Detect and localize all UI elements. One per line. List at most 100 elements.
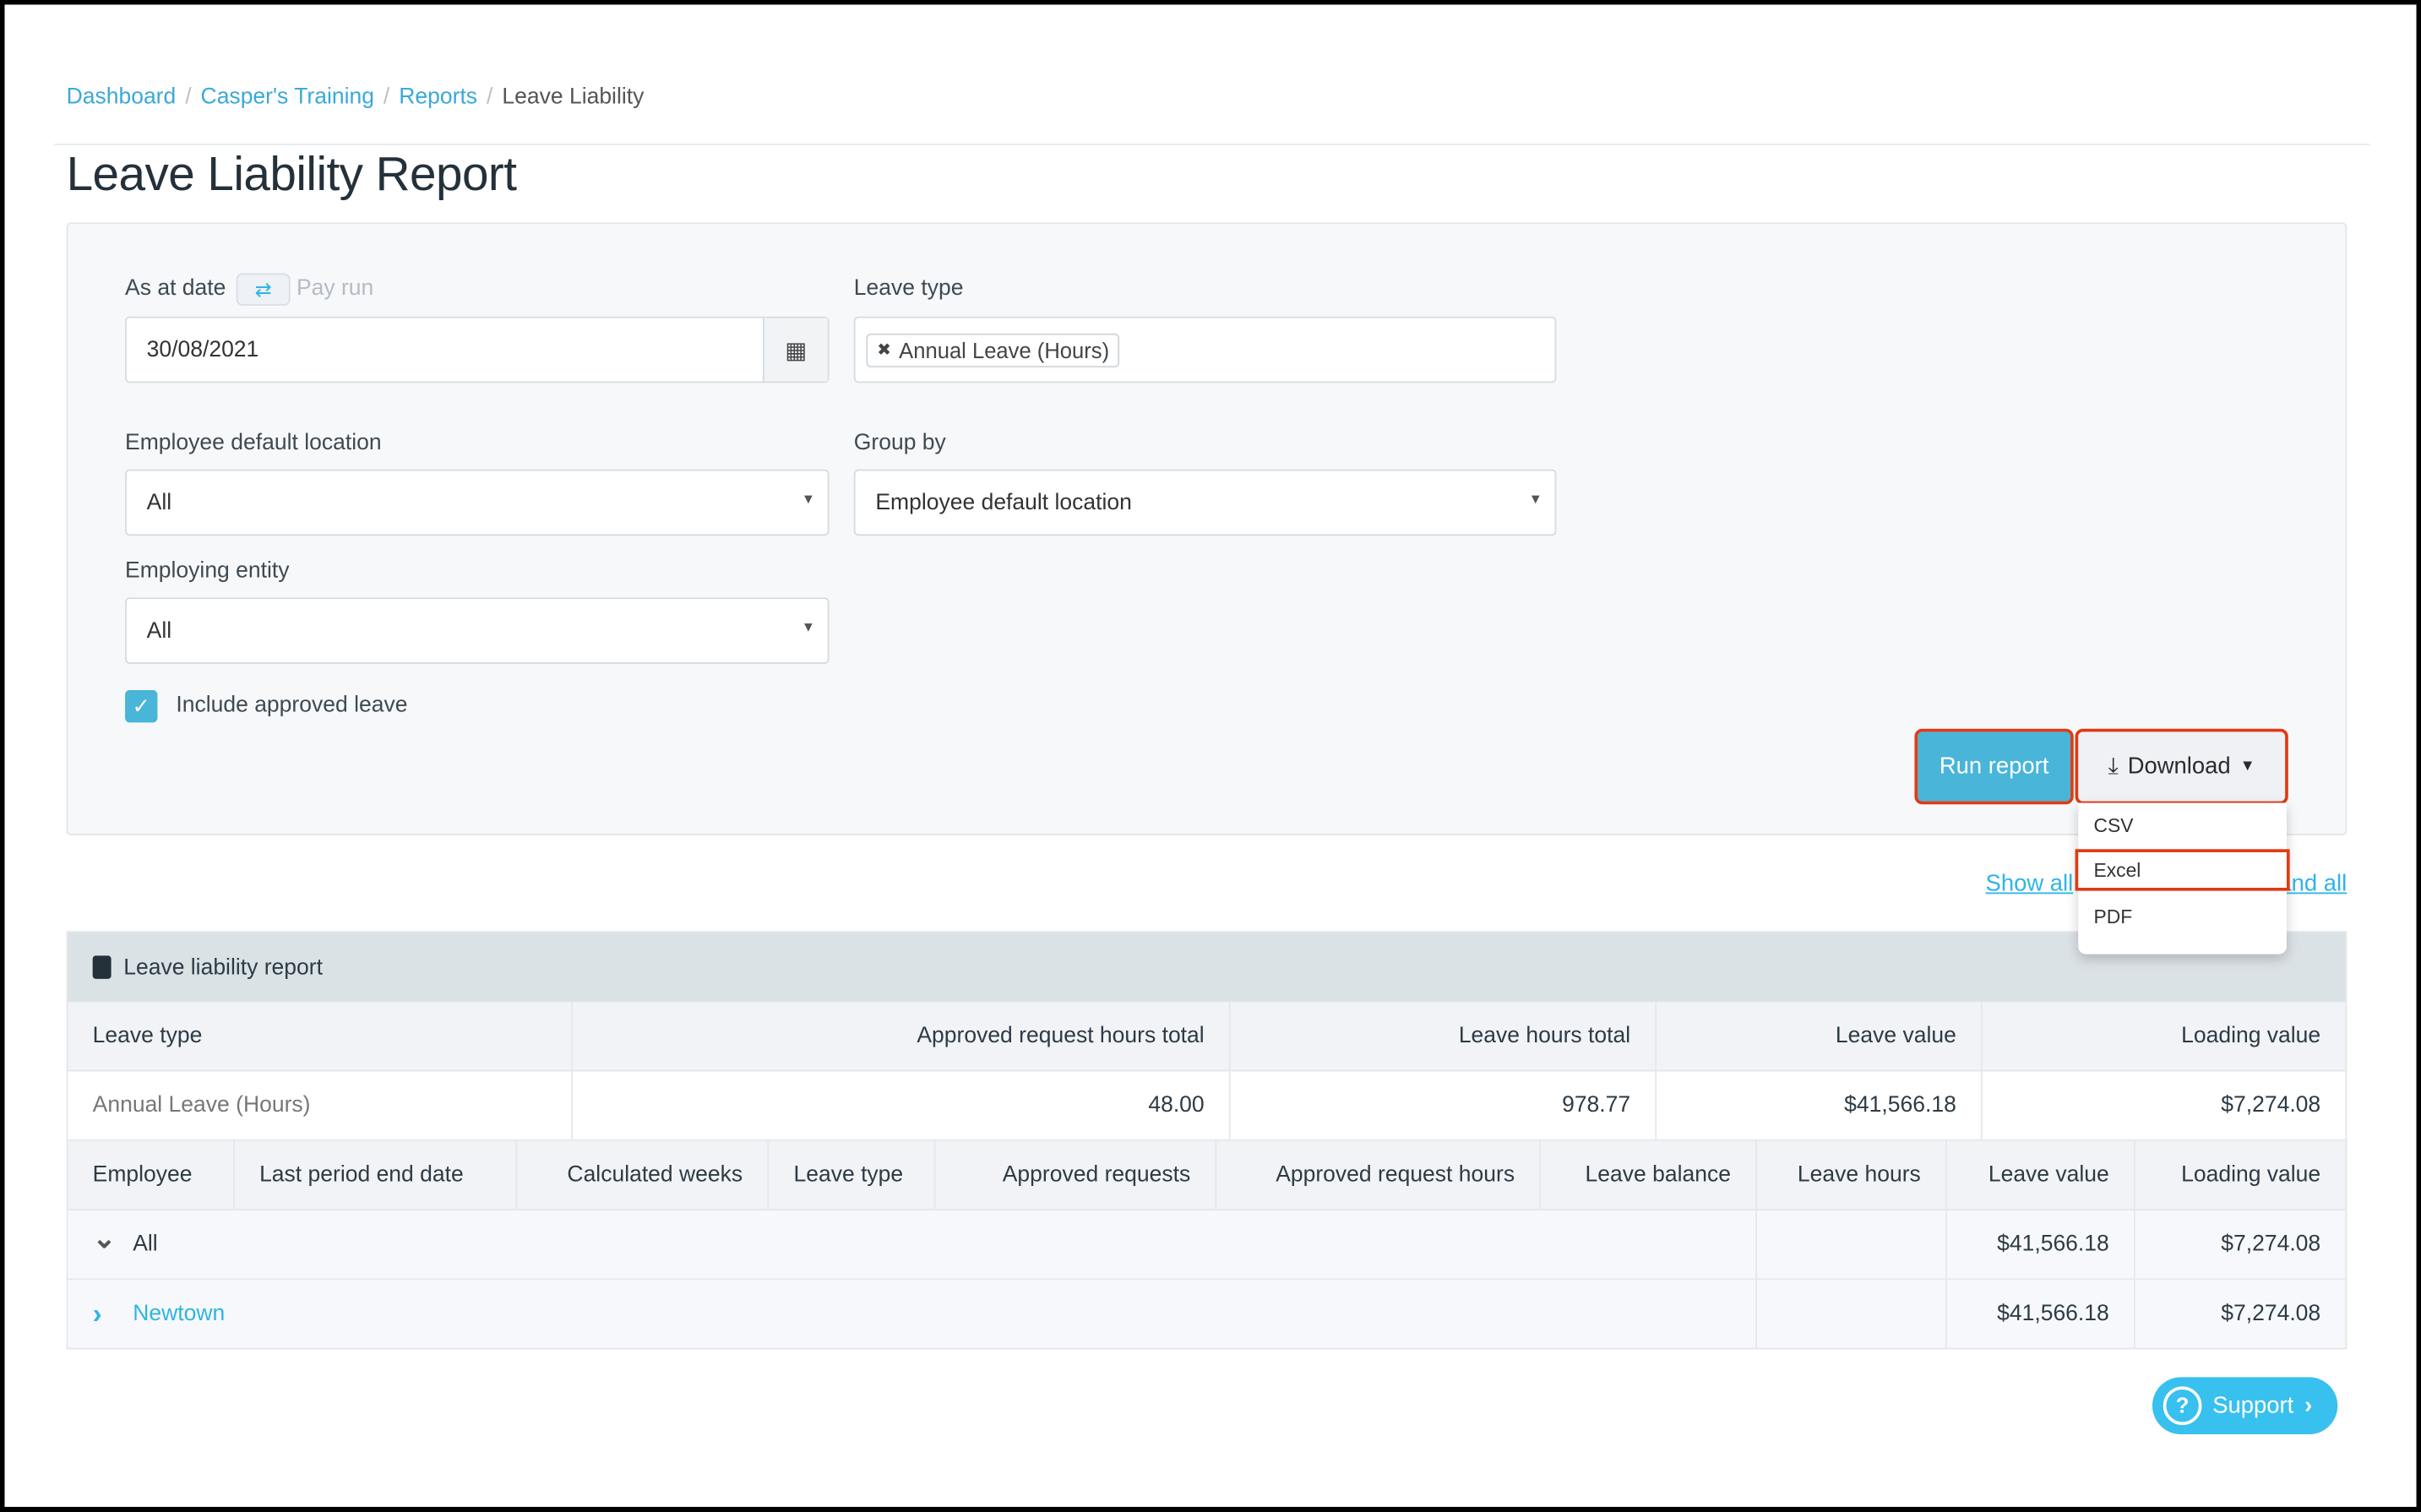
- cell-text: Leave balance: [1585, 1162, 1731, 1188]
- cell-text: Leave value: [1835, 1023, 1956, 1049]
- calendar-icon[interactable]: ▦: [762, 318, 828, 382]
- summary-cell: 978.77: [1230, 1071, 1657, 1141]
- run-report-button[interactable]: Run report: [1914, 728, 2074, 805]
- summary-header-cell: Loading value: [1982, 1002, 2348, 1072]
- summary-header-cell: Leave hours total: [1230, 1002, 1657, 1072]
- menu-item-csv[interactable]: CSV: [2093, 815, 2134, 837]
- cell-text: $41,566.18: [1997, 1232, 2109, 1257]
- cell-text: Leave hours: [1797, 1162, 1921, 1188]
- pay-run-toggle[interactable]: Pay run: [296, 276, 374, 302]
- cell-text: $41,566.18: [1844, 1093, 1956, 1118]
- detail-header-cell: Loading value: [2135, 1140, 2348, 1210]
- summary-header-cell: Approved request hours total: [573, 1002, 1231, 1072]
- breadcrumb-dashboard[interactable]: Dashboard: [66, 84, 177, 110]
- summary-cell: 48.00: [573, 1071, 1231, 1141]
- cell-text: $7,274.08: [2221, 1232, 2321, 1257]
- swap-icon[interactable]: ⇄: [236, 273, 291, 306]
- separator: /: [383, 84, 390, 110]
- cell-text: $41,566.18: [1997, 1301, 2109, 1327]
- summary-cell: Annual Leave (Hours): [68, 1071, 574, 1141]
- cell-text: 978.77: [1562, 1093, 1631, 1118]
- detail-header-cell: Leave balance: [1541, 1140, 1758, 1210]
- detail-header-cell: Calculated weeks: [517, 1140, 770, 1210]
- cell-text: Leave type: [793, 1162, 904, 1188]
- leave-value-cell: $41,566.18: [1946, 1280, 2135, 1350]
- group-row-all[interactable]: ⌄ All: [68, 1210, 1758, 1281]
- detail-header-cell: Leave value: [1946, 1140, 2135, 1210]
- entity-select[interactable]: All ▼: [125, 597, 830, 664]
- location-value: All: [146, 490, 172, 515]
- include-approved-label: Include approved leave: [176, 693, 408, 718]
- group-name: All: [133, 1232, 158, 1257]
- cell-text: Loading value: [2181, 1162, 2321, 1188]
- detail-table: Employee Last period end date Calculated w…: [68, 1140, 2348, 1350]
- loading-value-cell: $7,274.08: [2135, 1210, 2348, 1281]
- report-table: Leave liability report Leave type Annual …: [66, 931, 2348, 1350]
- chevron-right-icon[interactable]: ›: [92, 1297, 102, 1329]
- caret-down-icon: ▼: [1528, 491, 1542, 507]
- date-value: 30/08/2021: [146, 337, 259, 362]
- cell-text: Approved requests: [1002, 1162, 1191, 1188]
- summary-header-cell: Leave type: [68, 1002, 574, 1072]
- breadcrumb-training[interactable]: Casper's Training: [200, 84, 374, 110]
- download-menu: CSV Excel PDF: [2075, 802, 2290, 955]
- download-label: Download: [2127, 753, 2231, 780]
- cell-text: Calculated weeks: [567, 1162, 743, 1188]
- report-title: Leave liability report: [123, 955, 323, 980]
- detail-header-cell: Last period end date: [234, 1140, 518, 1210]
- as-at-date-input[interactable]: 30/08/2021: [125, 316, 830, 383]
- detail-header-cell: Employee: [68, 1140, 235, 1210]
- leave-hours-cell: [1757, 1280, 1947, 1350]
- summary-cell: $7,274.08: [1982, 1071, 2348, 1141]
- cell-text: Approved request hours total: [917, 1023, 1205, 1049]
- loading-value-cell: $7,274.08: [2135, 1280, 2348, 1350]
- remove-tag-icon[interactable]: ✖: [877, 340, 892, 360]
- cell-text: Annual Leave (Hours): [92, 1093, 311, 1118]
- breadcrumb-current: Leave Liability: [502, 84, 645, 110]
- leave-hours-cell: [1757, 1210, 1947, 1281]
- menu-item-pdf[interactable]: PDF: [2093, 906, 2133, 928]
- cell-text: Loading value: [2181, 1023, 2321, 1049]
- group-by-label: Group by: [853, 430, 946, 456]
- leave-value-cell: $41,566.18: [1946, 1210, 2135, 1281]
- page-title: Leave Liability Report: [66, 146, 517, 201]
- cell-text: Employee: [92, 1162, 193, 1188]
- breadcrumb-reports[interactable]: Reports: [399, 84, 478, 110]
- separator: /: [487, 84, 493, 110]
- leave-type-select[interactable]: ✖ Annual Leave (Hours): [853, 316, 1557, 383]
- report-icon: [92, 955, 112, 979]
- help-icon: ?: [2163, 1386, 2202, 1426]
- caret-down-icon: ▼: [801, 491, 816, 507]
- separator: /: [185, 84, 192, 110]
- location-select[interactable]: All ▼: [125, 469, 830, 536]
- cell-text: $7,274.08: [2221, 1301, 2321, 1327]
- group-by-value: Employee default location: [875, 490, 1132, 515]
- group-by-select[interactable]: Employee default location ▼: [853, 469, 1557, 536]
- summary-cell: $41,566.18: [1657, 1071, 1983, 1141]
- support-button[interactable]: ? Support ›: [2152, 1377, 2338, 1435]
- location-label: Employee default location: [125, 430, 382, 456]
- download-button[interactable]: ⤓ Download ▼: [2075, 728, 2288, 805]
- cell-text: $7,274.08: [2221, 1093, 2321, 1118]
- caret-down-icon: ▼: [801, 618, 816, 635]
- include-approved-checkbox[interactable]: ✓: [125, 690, 158, 723]
- show-all-link[interactable]: Show all: [1985, 870, 2074, 897]
- download-icon: ⤓: [2108, 753, 2119, 780]
- support-label: Support: [2212, 1392, 2294, 1419]
- as-at-date-label: As at date: [125, 276, 226, 302]
- group-name[interactable]: Newtown: [133, 1301, 226, 1327]
- group-row-newtown[interactable]: › Newtown: [68, 1280, 1758, 1350]
- caret-down-icon: ▼: [2239, 758, 2255, 775]
- leave-type-label: Leave type: [853, 276, 964, 302]
- leave-type-tag: ✖ Annual Leave (Hours): [866, 332, 1120, 367]
- cell-text: Leave hours total: [1458, 1023, 1631, 1049]
- tag-label: Annual Leave (Hours): [899, 337, 1110, 362]
- summary-header-cell: Leave value: [1657, 1002, 1983, 1072]
- divider: [53, 143, 2370, 145]
- detail-header-cell: Leave hours: [1757, 1140, 1947, 1210]
- cell-text: 48.00: [1148, 1093, 1205, 1118]
- chevron-down-icon[interactable]: ⌄: [92, 1221, 117, 1254]
- cell-text: Approved request hours: [1276, 1162, 1515, 1188]
- menu-item-excel[interactable]: Excel: [2075, 849, 2290, 891]
- cell-text: Leave value: [1988, 1162, 2109, 1188]
